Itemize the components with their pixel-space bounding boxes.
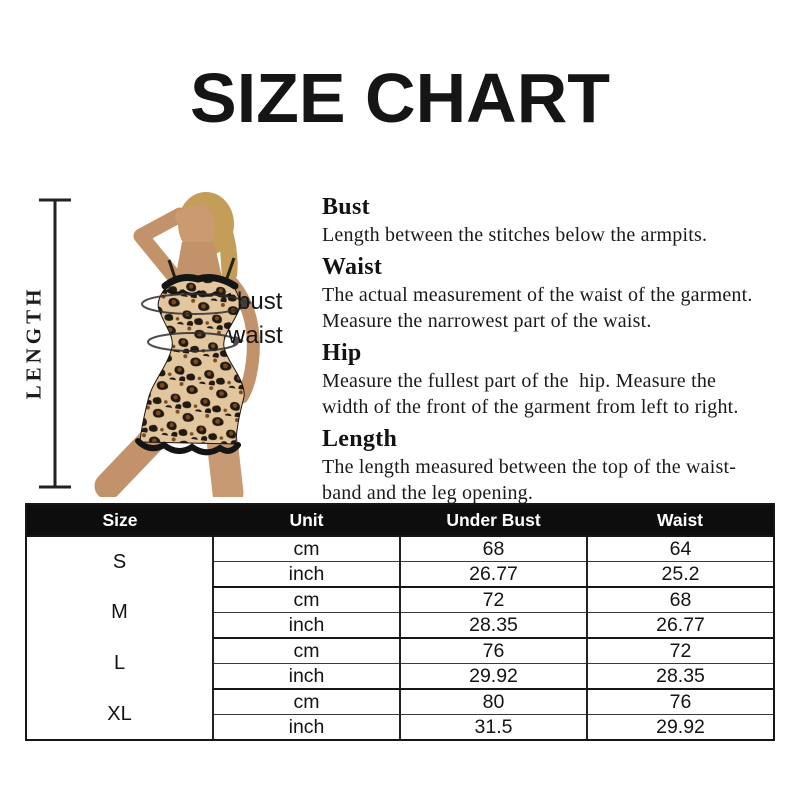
unit-cell: cm <box>212 536 400 562</box>
unit-cell: cm <box>212 638 400 664</box>
table-row: inch 26.77 25.2 <box>26 561 774 588</box>
waist-cell: 26.77 <box>586 612 774 639</box>
under-bust-cell: 31.5 <box>399 714 587 741</box>
header-waist: Waist <box>587 504 774 537</box>
unit-cell: inch <box>212 663 400 690</box>
table-row: S cm 68 64 <box>26 536 774 573</box>
waist-measure-arrow <box>147 332 244 352</box>
page-title: SIZE CHART <box>190 59 610 137</box>
under-bust-cell: 72 <box>399 587 587 613</box>
size-cell: S <box>112 550 127 573</box>
length-label-wrap: LENGTH <box>14 195 54 490</box>
definition-line: Length between the stitches below the ar… <box>322 224 708 246</box>
model-chest <box>168 275 232 298</box>
under-bust-cell: 76 <box>399 638 587 664</box>
model-right-leg <box>206 424 244 497</box>
definition-hip: Hip Measure the fullest part of the hip.… <box>322 339 800 420</box>
definition-length: Length The length measured between the t… <box>322 425 800 506</box>
definition-term: Waist <box>322 254 383 280</box>
waist-cell: 68 <box>586 587 774 613</box>
definition-line: The length measured between the top of t… <box>322 456 737 478</box>
unit-cell: cm <box>212 689 400 715</box>
table-row: inch 28.35 26.77 <box>26 612 774 639</box>
model-left-thigh <box>94 426 166 497</box>
unit-cell: inch <box>212 561 400 588</box>
definition-line: band and the leg opening. <box>322 482 534 504</box>
bust-label: bust <box>237 288 283 315</box>
waist-cell: 29.92 <box>586 714 774 741</box>
under-bust-cell: 26.77 <box>399 561 587 588</box>
table-row: M cm 72 68 <box>26 587 774 623</box>
definition-waist: Waist The actual measurement of the wais… <box>322 253 800 334</box>
definition-line: Measure the narrowest part of the waist. <box>322 310 652 332</box>
definition-line: The actual measurement of the waist of t… <box>322 284 753 306</box>
under-bust-cell: 29.92 <box>399 663 587 690</box>
length-label: LENGTH <box>21 285 46 400</box>
model <box>94 192 260 497</box>
definition-term: Length <box>322 426 398 452</box>
header-unit: Unit <box>213 504 400 537</box>
header-size: Size <box>26 504 213 537</box>
definition-line: width of the front of the garment from l… <box>322 396 739 418</box>
size-cell: XL <box>107 702 132 725</box>
header-under-bust: Under Bust <box>400 504 587 537</box>
model-hair <box>178 192 238 285</box>
size-cell: L <box>113 652 126 674</box>
definition-term: Hip <box>322 340 362 366</box>
table-row: XL cm 80 76 <box>26 689 774 725</box>
under-bust-cell: 28.35 <box>399 612 587 639</box>
length-measure-line <box>39 198 71 489</box>
waist-cell: 76 <box>586 689 774 715</box>
table-row: L cm 76 72 <box>26 638 774 674</box>
neckline-lace-scallop <box>166 288 232 298</box>
model-face <box>179 205 215 251</box>
model-hand <box>175 209 191 225</box>
model-neck <box>174 242 224 286</box>
waist-label: waist <box>228 322 283 349</box>
waist-cell: 25.2 <box>586 561 774 588</box>
under-bust-cell: 68 <box>399 536 587 562</box>
table-row: inch 31.5 29.92 <box>26 714 774 741</box>
table-header-row: Size Unit Under Bust Waist <box>26 504 774 537</box>
neckline-lace <box>161 274 239 290</box>
bust-measure-arrow <box>141 293 252 315</box>
unit-cell: cm <box>212 587 400 613</box>
size-cell: M <box>111 601 128 623</box>
waist-cell: 28.35 <box>586 663 774 690</box>
definition-line: Measure the fullest part of the hip. Mea… <box>322 370 717 392</box>
dress-straps <box>167 257 236 282</box>
table-row: inch 29.92 28.35 <box>26 663 774 690</box>
leopard-dress <box>139 275 245 445</box>
unit-cell: inch <box>212 714 400 741</box>
under-bust-cell: 80 <box>399 689 587 715</box>
waist-cell: 72 <box>586 638 774 664</box>
measurement-definitions: Bust Length between the stitches below t… <box>322 193 800 511</box>
waist-cell: 64 <box>586 536 774 562</box>
size-table: Size Unit Under Bust Waist S cm 68 64 in… <box>25 503 775 741</box>
model-illustration <box>39 192 260 497</box>
hem-lace <box>135 438 241 456</box>
model-raised-arm <box>133 207 188 288</box>
model-side-arm <box>226 277 260 404</box>
definition-bust: Bust Length between the stitches below t… <box>322 193 800 248</box>
unit-cell: inch <box>212 612 400 639</box>
definition-term: Bust <box>322 194 370 220</box>
